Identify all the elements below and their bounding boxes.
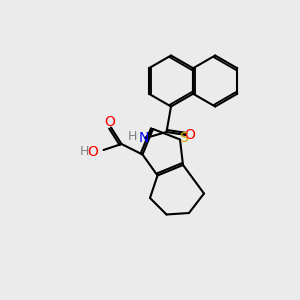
Text: O: O [184,128,195,142]
Text: O: O [88,145,98,158]
Text: N: N [139,131,149,145]
Text: O: O [104,115,115,129]
Text: S: S [179,131,188,145]
Text: H: H [79,145,89,158]
Text: H: H [128,130,138,143]
